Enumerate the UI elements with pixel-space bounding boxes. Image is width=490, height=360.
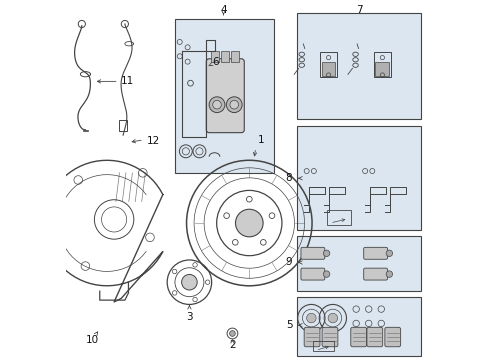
Text: 6: 6	[213, 57, 220, 67]
Bar	[211, 51, 219, 62]
Bar	[320, 51, 337, 77]
Circle shape	[213, 100, 221, 109]
Circle shape	[323, 250, 330, 257]
FancyBboxPatch shape	[364, 247, 388, 259]
FancyBboxPatch shape	[301, 247, 325, 259]
Bar	[175, 19, 274, 173]
FancyBboxPatch shape	[364, 268, 388, 280]
Bar	[297, 126, 421, 230]
Bar	[321, 62, 335, 76]
Circle shape	[307, 313, 316, 323]
FancyBboxPatch shape	[304, 327, 320, 347]
Circle shape	[230, 330, 235, 336]
Bar	[327, 210, 351, 225]
Text: 10: 10	[86, 334, 99, 345]
FancyBboxPatch shape	[367, 327, 383, 347]
Circle shape	[182, 274, 197, 290]
Bar	[313, 341, 334, 351]
Bar	[231, 51, 239, 62]
Text: 8: 8	[286, 173, 293, 183]
Circle shape	[323, 271, 330, 277]
FancyBboxPatch shape	[351, 327, 367, 347]
Circle shape	[226, 97, 242, 113]
Text: 11: 11	[122, 76, 135, 86]
Bar	[221, 51, 229, 62]
Circle shape	[386, 250, 392, 257]
FancyBboxPatch shape	[385, 327, 401, 347]
Bar	[374, 51, 391, 77]
FancyBboxPatch shape	[206, 59, 245, 133]
Bar	[297, 13, 421, 119]
Text: 7: 7	[356, 5, 363, 15]
FancyBboxPatch shape	[301, 268, 325, 280]
Text: 4: 4	[220, 5, 227, 15]
FancyBboxPatch shape	[322, 327, 338, 347]
Circle shape	[328, 313, 338, 323]
Circle shape	[209, 97, 225, 113]
Text: 12: 12	[147, 136, 160, 145]
Circle shape	[386, 271, 392, 277]
Text: 1: 1	[258, 135, 265, 145]
Bar	[120, 120, 127, 131]
Text: 5: 5	[286, 320, 293, 330]
Bar	[297, 235, 421, 291]
Text: 9: 9	[286, 257, 293, 267]
Circle shape	[230, 100, 239, 109]
Text: 2: 2	[229, 340, 236, 350]
Circle shape	[236, 209, 263, 237]
Text: 3: 3	[186, 312, 193, 321]
Bar	[297, 297, 421, 356]
Bar	[375, 62, 389, 76]
